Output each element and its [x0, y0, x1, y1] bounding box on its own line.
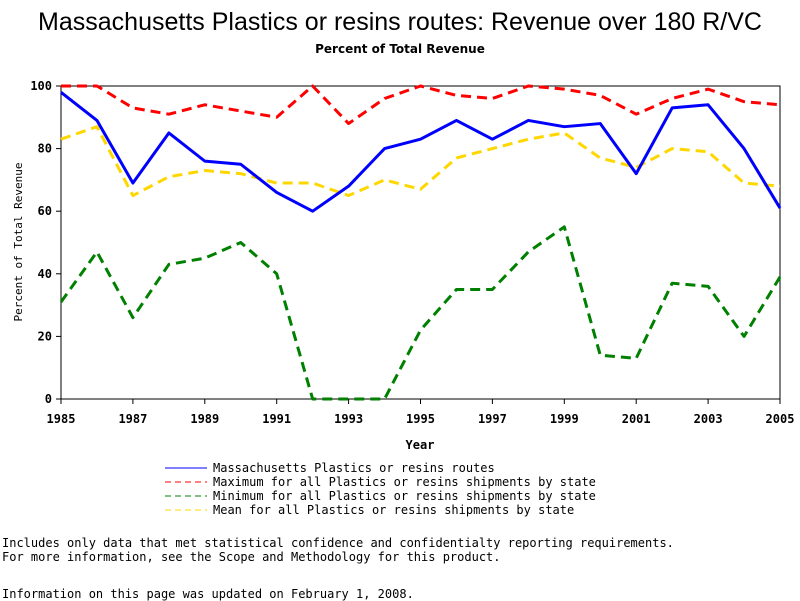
x-axis-label: Year [406, 438, 435, 452]
x-tick-label: 1989 [190, 412, 219, 426]
y-tick-label: 60 [38, 204, 52, 218]
y-tick-label: 40 [38, 267, 52, 281]
x-tick-label: 1993 [334, 412, 363, 426]
update-note: Information on this page was updated on … [2, 587, 414, 601]
legend-item: Massachusetts Plastics or resins routes [165, 461, 596, 475]
footnote-line: For more information, see the Scope and … [2, 550, 501, 564]
y-tick-label: 100 [30, 79, 52, 93]
series-line-1 [61, 84, 781, 126]
x-tick-label: 1985 [47, 412, 76, 426]
x-tick-label: 2005 [766, 412, 795, 426]
series-line-3 [60, 125, 781, 198]
legend-item: Maximum for all Plastics or resins shipm… [165, 475, 596, 489]
legend-swatch [165, 495, 207, 497]
y-tick-label: 0 [45, 392, 52, 406]
legend: Massachusetts Plastics or resins routes M… [165, 461, 596, 517]
legend-label: Massachusetts Plastics or resins routes [213, 461, 495, 475]
y-tick-label: 80 [38, 142, 52, 156]
x-tick-label: 1991 [262, 412, 291, 426]
x-tick-label: 1997 [478, 412, 507, 426]
legend-label: Minimum for all Plastics or resins shipm… [213, 489, 596, 503]
y-axis-label: Percent of Total Revenue [12, 163, 25, 322]
x-tick-label: 1987 [118, 412, 147, 426]
series-line-0 [60, 91, 782, 213]
legend-swatch [165, 481, 207, 483]
y-tick-label: 20 [38, 329, 52, 343]
legend-label: Maximum for all Plastics or resins shipm… [213, 475, 596, 489]
footnote-line: Includes only data that met statistical … [2, 536, 674, 550]
chart-subtitle: Percent of Total Revenue [315, 42, 485, 56]
legend-label: Mean for all Plastics or resins shipment… [213, 503, 575, 517]
x-tick-label: 1999 [550, 412, 579, 426]
footnotes: Includes only data that met statistical … [2, 536, 674, 564]
series-layer [59, 84, 782, 401]
y-axis: 0 20 40 60 80 100 [30, 79, 61, 406]
series-line-2 [59, 225, 782, 401]
chart-title: Massachusetts Plastics or resins routes:… [38, 8, 762, 36]
x-axis: 1985 1987 1989 1991 1993 1995 1997 1999 2001 2003… [47, 399, 795, 426]
x-tick-label: 2003 [694, 412, 723, 426]
x-tick-label: 1995 [406, 412, 435, 426]
legend-swatch [165, 509, 207, 511]
legend-swatch [165, 467, 207, 469]
legend-item: Mean for all Plastics or resins shipment… [165, 503, 596, 517]
x-tick-label: 2001 [622, 412, 651, 426]
line-chart: 1985 1987 1989 1991 1993 1995 1997 1999 2001 2003… [12, 79, 795, 452]
legend-item: Minimum for all Plastics or resins shipm… [165, 489, 596, 503]
